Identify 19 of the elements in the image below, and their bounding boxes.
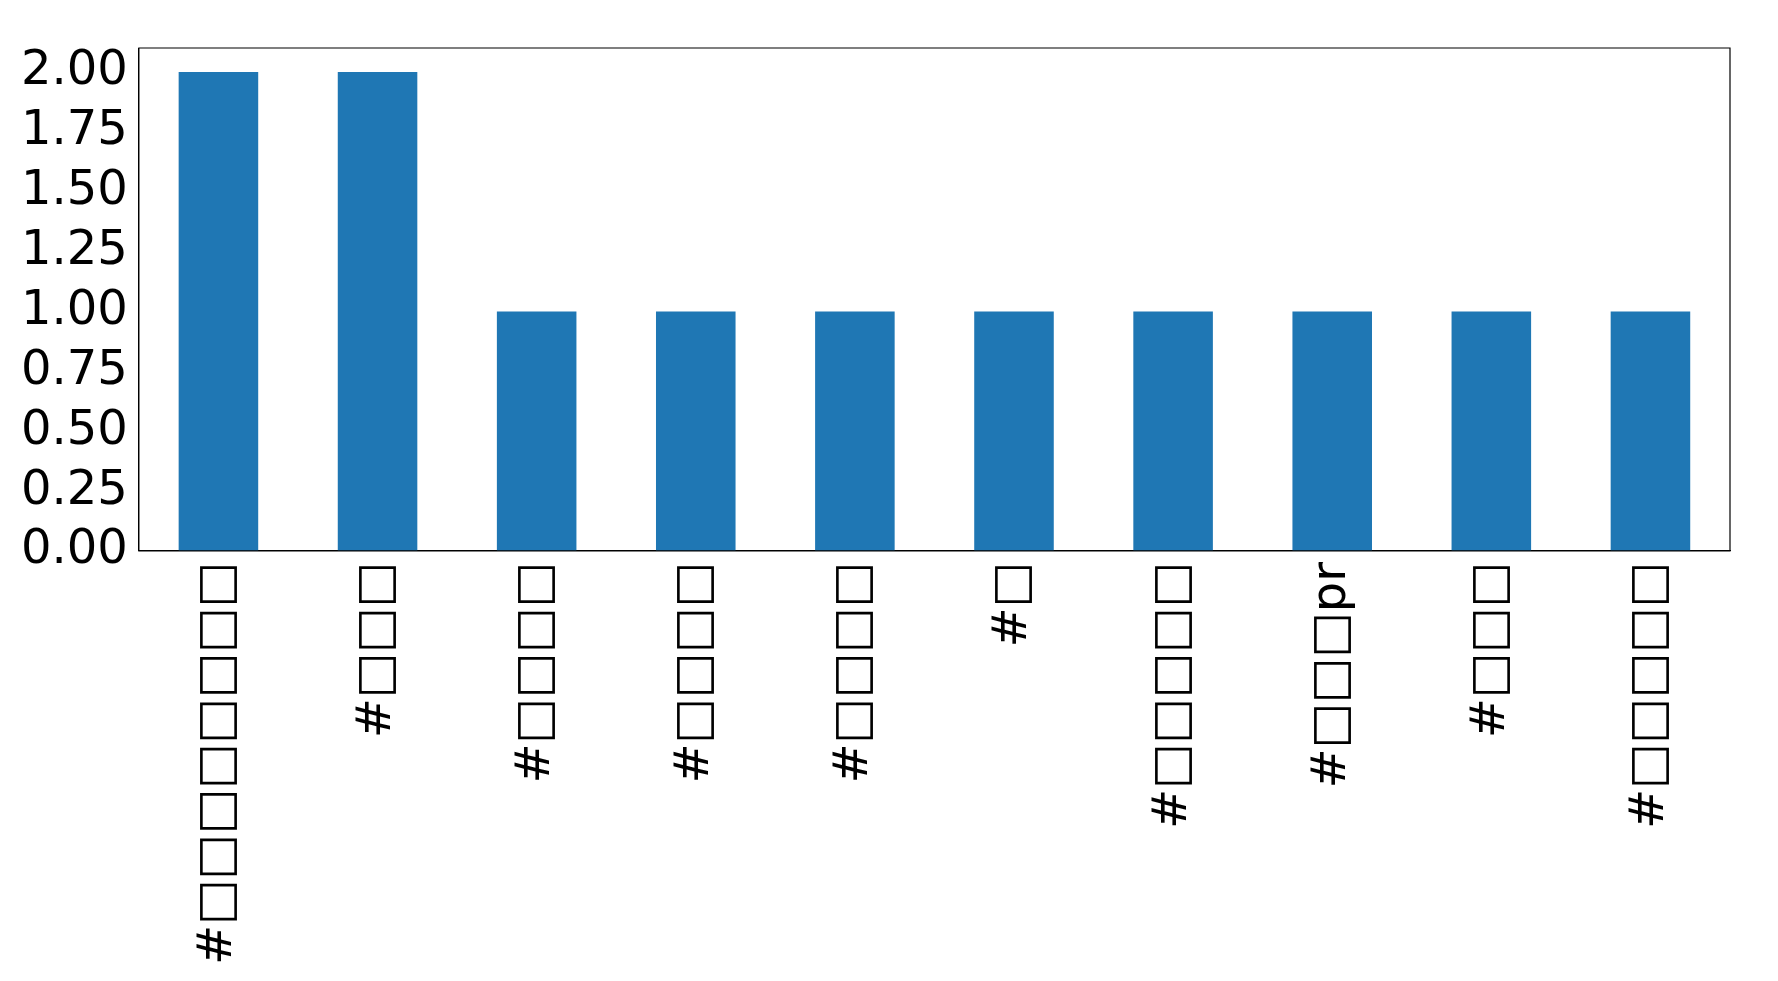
x-tick-label: #□□□□□□□□ [185, 561, 242, 965]
y-tick-label: 1.25 [21, 219, 128, 276]
x-tick-label: #□□□□□ [1617, 561, 1674, 829]
y-tick-label: 0.00 [21, 518, 128, 575]
y-tick-label: 2.00 [21, 39, 128, 96]
x-tick-label: #□□□□□ [1140, 561, 1197, 829]
y-tick-label: 1.75 [21, 99, 128, 156]
x-tick-label: #□ [981, 561, 1038, 648]
x-tick-label: #□□□ [345, 561, 402, 739]
y-tick-label: 0.25 [21, 458, 128, 515]
y-tick-label: 1.50 [21, 159, 128, 216]
x-tick-label: #□□□□ [822, 561, 879, 784]
y-tick-label: 0.50 [21, 398, 128, 455]
y-tick-label: 0.75 [21, 338, 128, 395]
x-tick-label: #□□□□ [663, 561, 720, 784]
y-tick-label: 1.00 [21, 278, 128, 335]
x-tick-label: #□□□□ [504, 561, 561, 784]
x-tick-label: #□□□pr [1299, 561, 1356, 789]
x-tick-label: #□□□ [1458, 561, 1515, 739]
